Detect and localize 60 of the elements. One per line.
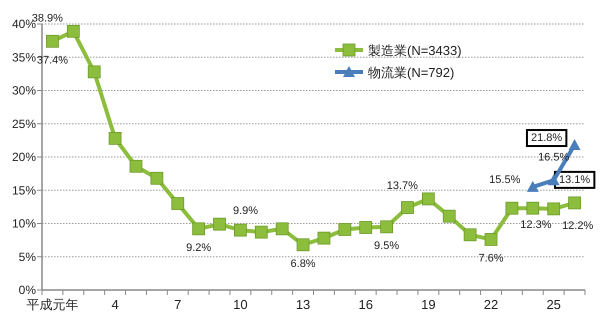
x-tick-label: 13 bbox=[296, 297, 310, 312]
x-tick-label: 7 bbox=[174, 297, 182, 312]
data-label: 15.5% bbox=[489, 174, 521, 186]
point bbox=[568, 139, 581, 150]
point bbox=[526, 202, 540, 215]
data-label: 13.7% bbox=[386, 180, 418, 192]
point bbox=[484, 233, 498, 246]
x-tick-label: 4 bbox=[111, 297, 119, 312]
point bbox=[464, 228, 477, 242]
legend-label: 物流業(N=792) bbox=[368, 65, 454, 80]
point bbox=[547, 202, 560, 216]
x-tick-label: 16 bbox=[358, 297, 373, 312]
point bbox=[338, 223, 352, 236]
point bbox=[66, 24, 80, 38]
y-tick-label: 35% bbox=[12, 50, 36, 64]
x-tick-label: 平成元年 bbox=[26, 297, 78, 312]
x-tick-label: 10 bbox=[233, 297, 248, 312]
data-label: 6.8% bbox=[290, 258, 316, 270]
point bbox=[46, 34, 59, 48]
point bbox=[506, 202, 518, 215]
y-tick-label: 15% bbox=[12, 183, 36, 198]
point bbox=[88, 65, 101, 78]
point bbox=[568, 196, 581, 210]
x-tick-label: 19 bbox=[421, 297, 436, 312]
data-label: 12.2% bbox=[562, 220, 594, 232]
legend-label: 製造業(N=3433) bbox=[368, 43, 462, 58]
point bbox=[276, 222, 289, 236]
point bbox=[213, 218, 226, 231]
point bbox=[296, 238, 310, 252]
point bbox=[192, 222, 206, 236]
y-tick-label: 0% bbox=[18, 283, 36, 297]
x-tick-label: 22 bbox=[484, 297, 498, 312]
y-tick-label: 10% bbox=[12, 216, 36, 230]
y-tick-label: 30% bbox=[12, 84, 36, 98]
point bbox=[318, 232, 330, 245]
point bbox=[548, 174, 560, 186]
y-tick-label: 25% bbox=[12, 116, 36, 131]
data-label: 13.1% bbox=[558, 174, 590, 186]
point bbox=[130, 160, 142, 173]
y-tick-label: 20% bbox=[12, 150, 36, 164]
point bbox=[234, 224, 247, 237]
data-label: 37.4% bbox=[36, 54, 68, 66]
x-tick-label: 25 bbox=[546, 297, 561, 312]
point bbox=[359, 221, 372, 234]
point bbox=[442, 210, 456, 223]
point bbox=[171, 197, 184, 210]
point bbox=[108, 132, 122, 145]
point bbox=[150, 172, 164, 185]
data-label: 21.8% bbox=[530, 132, 562, 144]
data-label: 7.6% bbox=[478, 252, 504, 264]
data-label: 12.3% bbox=[520, 219, 552, 232]
y-tick-label: 5% bbox=[18, 250, 36, 264]
point bbox=[380, 220, 393, 234]
point bbox=[422, 192, 435, 206]
data-label: 9.5% bbox=[374, 240, 400, 252]
data-label: 9.2% bbox=[186, 242, 212, 254]
data-label: 9.9% bbox=[232, 205, 258, 218]
point bbox=[254, 226, 268, 239]
point bbox=[401, 201, 414, 214]
point bbox=[526, 180, 539, 192]
